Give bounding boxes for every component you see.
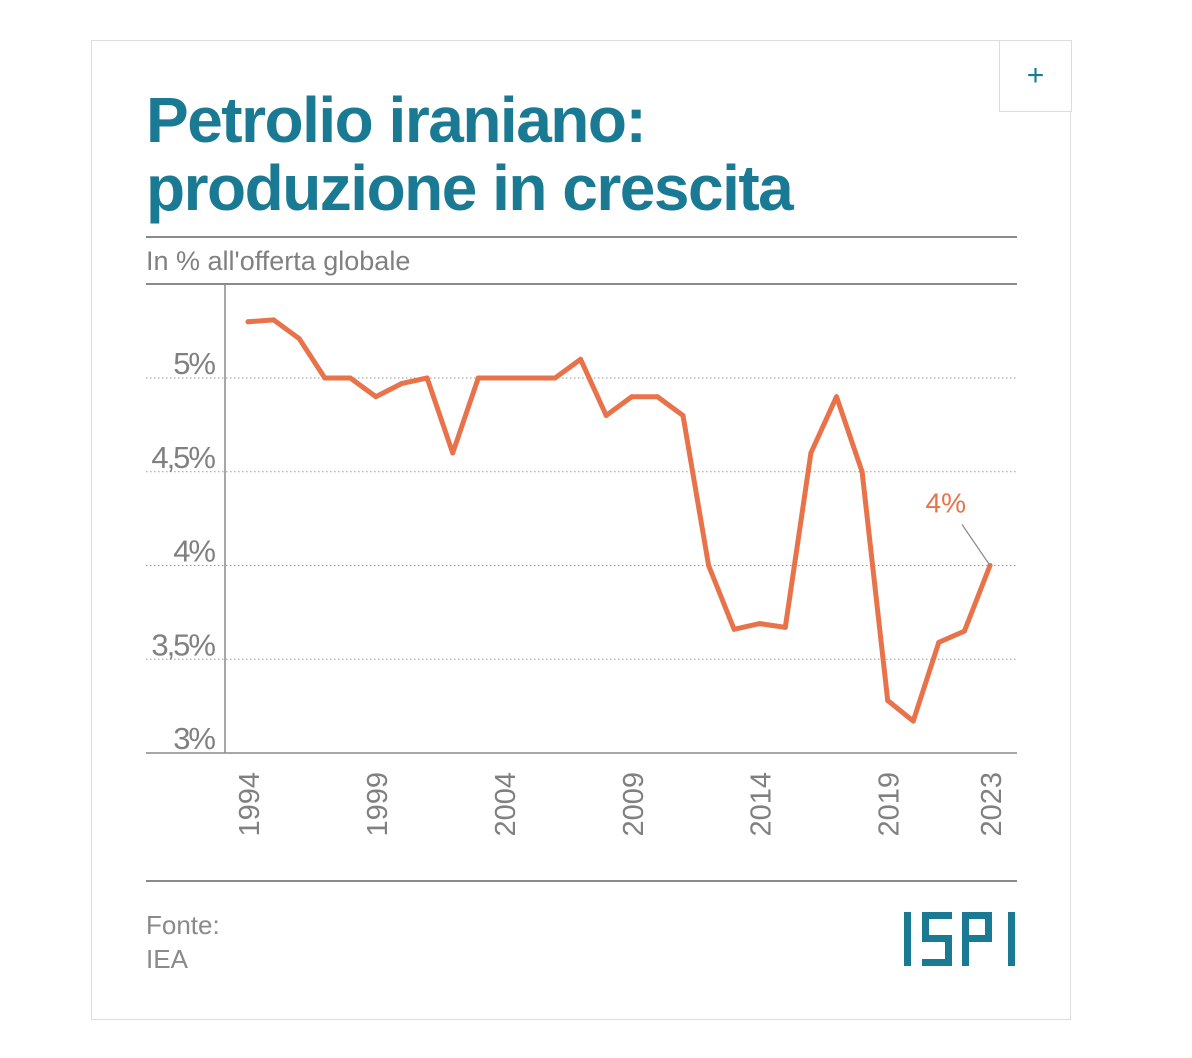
data-point (731, 626, 737, 632)
series-layer (245, 317, 993, 724)
data-point (322, 375, 328, 381)
data-point (782, 624, 788, 630)
data-point (578, 356, 584, 362)
source-note: Fonte: IEA (146, 908, 220, 976)
data-point (399, 381, 405, 387)
data-point (271, 317, 277, 323)
data-point (526, 375, 532, 381)
data-point (961, 628, 967, 634)
data-point (629, 394, 635, 400)
expand-button[interactable]: + (999, 40, 1072, 112)
data-point (885, 698, 891, 703)
x-tick-label: 2004 (490, 772, 522, 837)
y-tick-label: 3,5% (151, 627, 215, 662)
data-point (859, 469, 865, 475)
data-point (245, 319, 251, 325)
y-tick-label: 4,5% (151, 440, 215, 475)
data-point (347, 375, 353, 381)
y-tick-label: 3% (173, 721, 215, 756)
x-tick-label: 2023 (976, 772, 1008, 837)
data-point (296, 336, 302, 342)
source-value: IEA (146, 944, 188, 974)
title-line-1: Petrolio iraniano: (146, 84, 647, 156)
y-tick-label: 5% (173, 346, 215, 381)
footer-divider (146, 880, 1017, 882)
data-point (450, 450, 456, 456)
plus-icon: + (1026, 59, 1045, 92)
data-point (654, 394, 660, 400)
data-point (910, 718, 916, 724)
title-line-2: produzione in crescita (146, 152, 794, 224)
x-tick-label: 1994 (234, 772, 266, 837)
x-tick-label: 2019 (874, 772, 906, 837)
grid-layer (146, 377, 1017, 754)
data-point (706, 563, 712, 568)
data-point (603, 413, 609, 418)
x-tick-label: 2009 (618, 772, 650, 837)
data-point (757, 621, 763, 627)
data-point (475, 375, 481, 381)
y-tick-label: 4% (173, 534, 215, 569)
chart-subtitle: In % all'offerta globale (146, 246, 411, 276)
data-point (680, 413, 686, 418)
data-point (424, 375, 430, 381)
data-point (936, 639, 942, 645)
data-point (808, 450, 814, 456)
data-point (552, 375, 558, 381)
annotation-label: 4% (926, 488, 966, 519)
chart-title: Petrolio iraniano: produzione in crescit… (146, 86, 986, 222)
x-tick-label: 2014 (746, 772, 778, 837)
x-tick-label: 1999 (362, 772, 394, 837)
subtitle-divider (146, 283, 1017, 285)
ispi-logo (904, 912, 1015, 966)
data-point (833, 394, 839, 400)
title-divider (146, 236, 1017, 238)
data-point (501, 375, 507, 381)
source-label: Fonte: (146, 910, 220, 940)
label-layer: 3% 3,5% 4% 4,5% 5% 1994 1999 2004 2009 2014 2019 20… (151, 346, 1008, 837)
annotation-leader (961, 524, 991, 566)
data-point (373, 394, 379, 400)
series-line (245, 317, 993, 724)
chart-card (91, 40, 1071, 1020)
